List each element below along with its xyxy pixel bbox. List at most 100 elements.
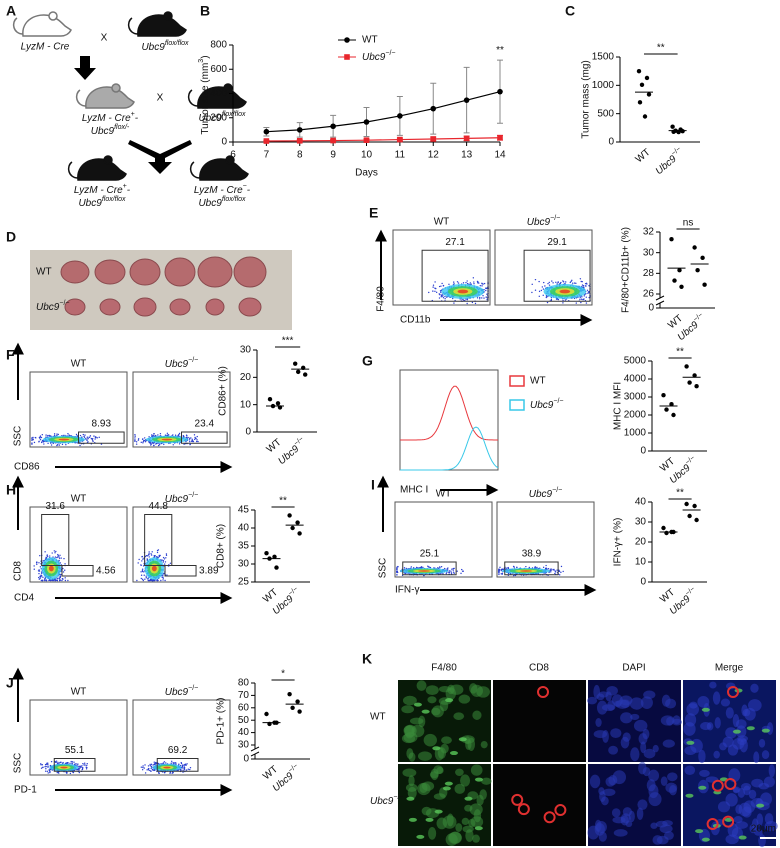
event-dot <box>162 561 164 563</box>
y-tick-label: 600 <box>210 64 227 75</box>
gate-percentage: 8.93 <box>92 419 112 430</box>
event-dot <box>485 296 487 298</box>
text-part: flox/flox <box>165 40 189 47</box>
event-dot <box>163 443 165 446</box>
event-dot <box>581 296 583 298</box>
event-dot <box>51 552 53 554</box>
event-dot <box>166 432 169 434</box>
event-dot <box>562 280 564 282</box>
cell-signal <box>697 696 710 708</box>
event-dot <box>575 302 577 304</box>
event-dot <box>473 281 475 283</box>
event-dot <box>445 296 448 298</box>
flow-plot-frame <box>29 699 128 776</box>
macrophage-signal <box>695 829 704 834</box>
significance: ns <box>683 218 694 229</box>
event-dot <box>182 771 184 773</box>
event-dot <box>550 568 553 570</box>
text-part: −/− <box>684 586 696 598</box>
macrophage-signal <box>408 817 417 822</box>
event-dot <box>79 765 81 767</box>
event-dot <box>547 568 550 570</box>
data-point <box>671 412 676 418</box>
text-part: - <box>127 185 131 196</box>
event-dot <box>441 293 443 296</box>
gate <box>504 561 559 576</box>
cell-signal <box>633 719 648 732</box>
event-dot <box>79 434 82 437</box>
text-part: Ubc9 <box>36 302 60 313</box>
cell-signal <box>648 769 660 782</box>
event-dot <box>157 762 160 765</box>
cell-signal <box>637 799 648 811</box>
event-dot <box>78 771 81 774</box>
genotype-label: Ubc9flox/- <box>91 124 130 137</box>
data-point <box>303 372 308 377</box>
x-axis-label: CD4 <box>14 593 34 604</box>
cell-signal <box>689 701 698 709</box>
data-point <box>290 705 295 710</box>
panel-label: J <box>6 675 14 691</box>
cell-signal <box>660 776 668 786</box>
event-dot <box>153 769 155 772</box>
event-dot <box>50 442 52 444</box>
cell-signal <box>476 686 490 698</box>
event-dot <box>38 572 40 575</box>
data-point <box>296 137 303 144</box>
x-tick-label: 10 <box>361 150 373 161</box>
event-dot <box>172 762 174 764</box>
data-point <box>692 245 697 250</box>
event-dot <box>156 551 159 554</box>
cell-signal <box>427 696 437 704</box>
data-point <box>702 282 707 287</box>
event-dot <box>550 571 552 573</box>
event-dot <box>542 294 544 296</box>
event-dot <box>81 768 83 771</box>
y-tick-label: 30 <box>635 517 647 528</box>
event-dot <box>448 570 451 572</box>
cross-label: X <box>157 93 164 104</box>
data-point <box>664 530 669 536</box>
event-dot <box>186 763 188 765</box>
macrophage-signal <box>421 709 430 714</box>
cell-signal <box>608 745 619 755</box>
x-tick-label: 14 <box>494 150 506 161</box>
event-dot <box>442 573 444 575</box>
event-dot <box>559 282 562 285</box>
event-dot <box>67 579 69 582</box>
event-dot <box>83 764 85 766</box>
event-dot <box>447 567 449 569</box>
event-dot <box>557 281 559 283</box>
event-dot <box>44 578 46 580</box>
y-tick-label: 200 <box>210 112 227 123</box>
y-tick-label: 26 <box>643 289 655 300</box>
panel-label: G <box>362 353 373 369</box>
event-dot <box>56 444 59 446</box>
data-point <box>290 525 295 531</box>
mouse-body <box>77 158 127 181</box>
event-dot <box>36 561 38 564</box>
event-dot <box>585 302 588 304</box>
event-dot <box>46 554 49 556</box>
text-part: −/− <box>188 492 198 499</box>
y-axis-label: Tumor mass (mg) <box>581 60 592 139</box>
cell-signal <box>455 768 464 776</box>
text-part: + <box>131 111 135 118</box>
event-dot <box>438 293 441 295</box>
event-dot <box>570 280 572 283</box>
event-dot <box>100 443 103 445</box>
cell-signal <box>436 766 444 775</box>
density-core <box>418 570 431 572</box>
density-core <box>163 766 171 769</box>
cell-signal <box>613 829 628 837</box>
cell-signal <box>748 699 762 712</box>
event-dot <box>579 298 581 301</box>
data-point <box>397 136 403 143</box>
event-dot <box>442 297 445 299</box>
event-dot <box>57 554 59 557</box>
event-dot <box>150 765 152 767</box>
data-point <box>263 138 270 144</box>
event-dot <box>152 442 155 444</box>
event-dot <box>435 287 437 290</box>
event-dot <box>64 569 66 571</box>
